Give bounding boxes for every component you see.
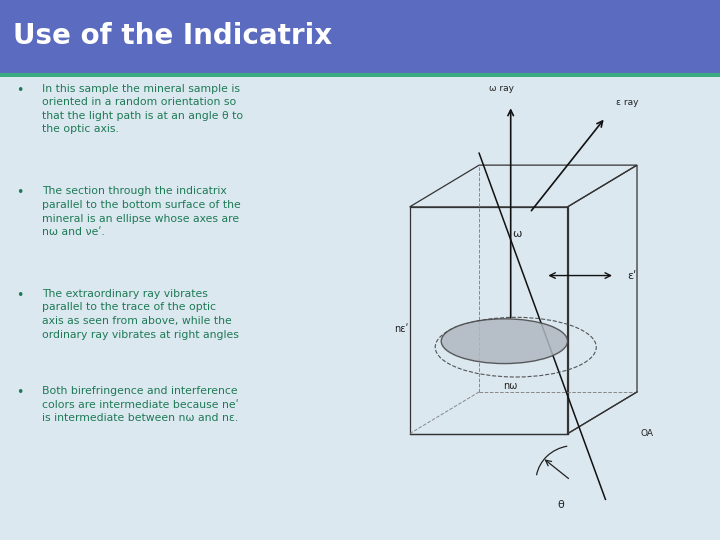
Text: θ: θ bbox=[558, 501, 564, 510]
Text: OA: OA bbox=[640, 429, 653, 438]
Text: The extraordinary ray vibrates
parallel to the trace of the optic
axis as seen f: The extraordinary ray vibrates parallel … bbox=[42, 289, 238, 340]
Bar bbox=[0, 0, 720, 73]
Text: •: • bbox=[16, 186, 23, 199]
Text: In this sample the mineral sample is
oriented in a random orientation so
that th: In this sample the mineral sample is ori… bbox=[42, 84, 243, 134]
Text: ω ray: ω ray bbox=[489, 84, 514, 92]
Text: ω: ω bbox=[513, 229, 522, 239]
Text: nω: nω bbox=[503, 381, 518, 391]
Text: •: • bbox=[16, 386, 23, 399]
Text: Both birefringence and interference
colors are intermediate because neʹ
is inter: Both birefringence and interference colo… bbox=[42, 386, 238, 423]
Text: •: • bbox=[16, 289, 23, 302]
Text: εʹ: εʹ bbox=[628, 271, 636, 281]
Text: The section through the indicatrix
parallel to the bottom surface of the
mineral: The section through the indicatrix paral… bbox=[42, 186, 240, 237]
Text: Use of the Indicatrix: Use of the Indicatrix bbox=[13, 23, 332, 50]
Ellipse shape bbox=[441, 319, 567, 363]
Text: nεʹ: nεʹ bbox=[394, 324, 408, 334]
Text: •: • bbox=[16, 84, 23, 97]
Bar bbox=[0, 73, 720, 77]
Text: ε ray: ε ray bbox=[616, 98, 639, 107]
